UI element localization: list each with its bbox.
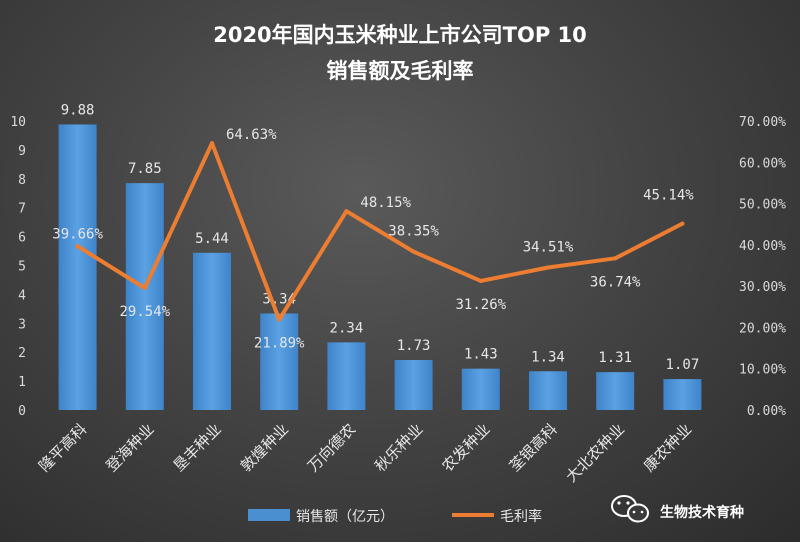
right-tick-label: 60.00% — [739, 156, 786, 171]
legend-label-bar: 销售额（亿元） — [296, 509, 394, 525]
line-point — [75, 244, 80, 249]
bar-value-label: 1.07 — [666, 357, 700, 373]
right-axis: 0.00% 10.00% 20.00% 30.00% 40.00% 50.00% 60.00… — [739, 115, 786, 419]
line-point — [478, 278, 483, 283]
right-tick-label: 40.00% — [739, 239, 786, 254]
margin-line — [75, 141, 685, 322]
category-label: 垦丰种业 — [170, 420, 225, 475]
bar — [663, 379, 702, 410]
chart-subtitle: 销售额及毛利率 — [327, 59, 474, 83]
left-tick-label: 9 — [18, 144, 26, 159]
left-tick-label: 3 — [18, 317, 26, 332]
bar-value-label: 1.43 — [464, 347, 498, 363]
left-tick-label: 6 — [18, 231, 26, 246]
bar-series: 9.887.855.443.342.341.731.43 1.34 1.31 1.07 — [58, 102, 702, 410]
category-label: 万向德农 — [304, 420, 359, 475]
right-tick-label: 0.00% — [747, 404, 786, 419]
bar-value-label: 1.73 — [397, 338, 431, 354]
bar-value-label: 7.85 — [128, 161, 162, 177]
bar — [327, 342, 366, 410]
left-axis: 0 1 2 3 4 5 6 7 8 9 10 — [10, 115, 26, 419]
bar — [125, 183, 164, 410]
line-value-label: 45.14% — [643, 188, 694, 204]
right-tick-label: 70.00% — [739, 115, 786, 130]
line-value-label: 39.66% — [52, 226, 103, 242]
category-label: 隆平高科 — [35, 420, 90, 475]
line-point — [546, 265, 550, 270]
bar — [461, 368, 500, 410]
right-tick-label: 30.00% — [739, 280, 786, 295]
legend: 销售额（亿元） 毛利率 — [248, 508, 542, 525]
bar — [394, 360, 433, 410]
legend-label-line: 毛利率 — [500, 508, 542, 525]
category-label: 农发种业 — [438, 420, 493, 475]
bar-value-label: 1.34 — [531, 349, 565, 365]
line-point — [344, 209, 349, 214]
category-label: 敦煌种业 — [237, 420, 292, 475]
watermark: 生物技术育种 — [611, 495, 744, 523]
bar — [193, 252, 231, 410]
line-series: 39.66% 29.54% 64.63% 21.89% 48.15% 38.35% 31.2… — [52, 127, 694, 351]
category-axis: 隆平高科 登海种业 垦丰种业 敦煌种业 万向德农 秋乐种业 农发种业 荃银高科 大北农种业 康农种… — [35, 420, 695, 486]
right-tick-label: 10.00% — [739, 363, 786, 378]
line-value-label: 31.26% — [456, 297, 507, 313]
left-tick-label: 0 — [18, 404, 26, 419]
line-value-label: 36.74% — [590, 274, 641, 290]
left-tick-label: 8 — [18, 173, 26, 188]
right-tick-label: 50.00% — [739, 198, 786, 213]
category-label: 荃银高科 — [506, 420, 561, 475]
line-point — [142, 286, 147, 291]
bar-value-label: 9.88 — [61, 102, 95, 118]
right-tick-label: 20.00% — [739, 321, 786, 336]
left-tick-label: 7 — [18, 202, 26, 217]
line-point — [680, 221, 685, 226]
line-value-label: 38.35% — [388, 224, 439, 240]
line-value-label: 21.89% — [254, 336, 305, 352]
line-value-label: 48.15% — [360, 195, 411, 211]
watermark-text: 生物技术育种 — [660, 504, 744, 521]
bar-value-label: 1.31 — [598, 350, 632, 366]
line-value-label: 34.51% — [523, 240, 574, 256]
left-tick-label: 10 — [10, 115, 26, 130]
line-point — [613, 256, 618, 261]
line-point — [277, 317, 282, 322]
left-tick-label: 5 — [18, 260, 26, 275]
left-tick-label: 2 — [18, 346, 26, 361]
bar-value-label: 5.44 — [195, 231, 229, 247]
wechat-icon — [611, 495, 649, 523]
bar — [260, 313, 299, 410]
bar-value-label: 2.34 — [330, 320, 364, 336]
line-point — [411, 249, 416, 254]
chart-title: 2020年国内玉米种业上市公司TOP 10 — [213, 23, 587, 47]
line-value-label: 29.54% — [120, 304, 171, 320]
left-tick-label: 4 — [18, 288, 26, 303]
bar — [58, 124, 97, 410]
left-tick-label: 1 — [18, 375, 26, 390]
category-label: 登海种业 — [102, 420, 157, 475]
category-label: 秋乐种业 — [371, 420, 426, 475]
category-label: 康农种业 — [640, 420, 695, 475]
line-point — [210, 141, 214, 146]
line-value-label: 64.63% — [226, 127, 277, 143]
category-label: 大北农种业 — [562, 420, 628, 486]
bar — [529, 371, 567, 410]
bar — [596, 372, 635, 410]
legend-swatch-bar — [248, 509, 290, 521]
